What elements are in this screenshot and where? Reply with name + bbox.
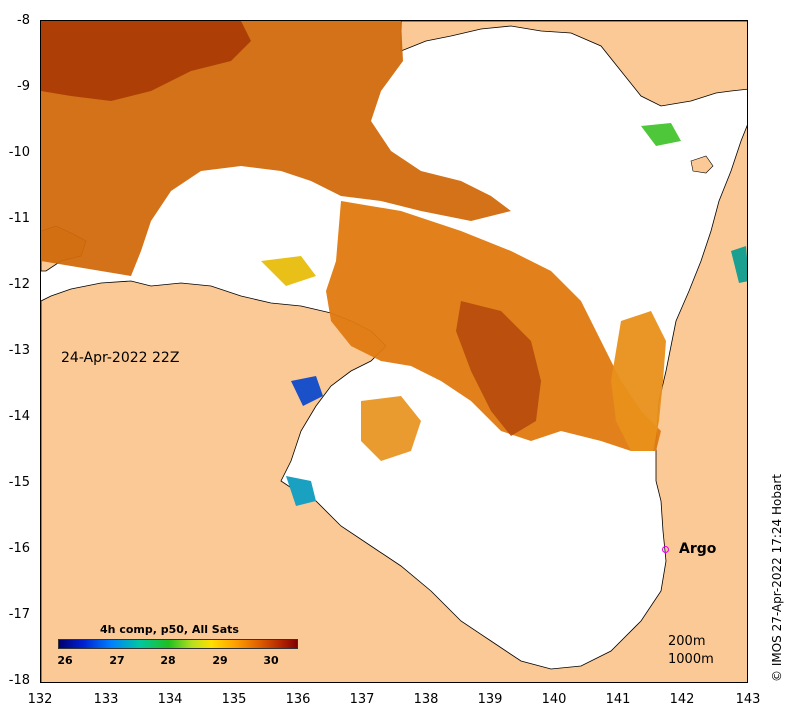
lon-tick: 134 (157, 692, 183, 707)
lon-tick: 133 (93, 692, 119, 707)
colorbar (58, 639, 298, 649)
sst-green-patch-1 (641, 123, 681, 146)
sst-yellow-patch (261, 256, 316, 286)
lon-tick: 139 (477, 692, 503, 707)
lat-tick: -9 (17, 79, 30, 94)
sst-gulf-patch (361, 396, 421, 461)
sst-cool-patch-1 (291, 376, 323, 406)
sst-central-hot (456, 301, 541, 436)
date-label: 24-Apr-2022 22Z (61, 350, 180, 366)
argo-marker-icon[interactable] (662, 546, 669, 553)
copyright-notice: © IMOS 27-Apr-2022 17:24 Hobart (770, 474, 784, 682)
lat-tick: -16 (8, 541, 30, 556)
land-new-guinea (400, 21, 747, 107)
land-cape-york-island (690, 155, 714, 174)
sst-map (40, 20, 748, 683)
lon-tick: 135 (221, 692, 247, 707)
sst-east-strip (611, 311, 666, 451)
lon-tick: 132 (27, 692, 53, 707)
lon-tick: 136 (285, 692, 311, 707)
argo-label: Argo (679, 541, 717, 557)
sst-hot-northwest (41, 21, 251, 101)
land-arnhem (41, 124, 747, 682)
colorbar-tick: 26 (57, 654, 73, 667)
lat-tick: -15 (8, 475, 30, 490)
lat-tick: -17 (8, 607, 30, 622)
depth-contour-label: 200m (668, 634, 706, 649)
lon-tick: 141 (605, 692, 631, 707)
colorbar-tick: 27 (109, 654, 125, 667)
sst-cool-patch-2 (286, 476, 316, 506)
lat-tick: -18 (8, 673, 30, 688)
lat-tick: -10 (8, 145, 30, 160)
colorbar-tick: 29 (212, 654, 228, 667)
lat-tick: -12 (8, 277, 30, 292)
colorbar-tick: 30 (263, 654, 279, 667)
lat-tick: -8 (17, 13, 30, 28)
lon-tick: 138 (413, 692, 439, 707)
lat-tick: -13 (8, 343, 30, 358)
sst-green-patch-2 (731, 246, 747, 283)
lat-tick: -11 (8, 211, 30, 226)
lon-tick: 137 (349, 692, 375, 707)
lat-tick: -14 (8, 409, 30, 424)
depth-contour-label: 1000m (668, 652, 714, 667)
lon-tick: 143 (735, 692, 761, 707)
map-canvas (41, 21, 747, 682)
colorbar-title: 4h comp, p50, All Sats (100, 623, 239, 636)
lon-tick: 140 (541, 692, 567, 707)
lon-tick: 142 (669, 692, 695, 707)
colorbar-tick: 28 (160, 654, 176, 667)
